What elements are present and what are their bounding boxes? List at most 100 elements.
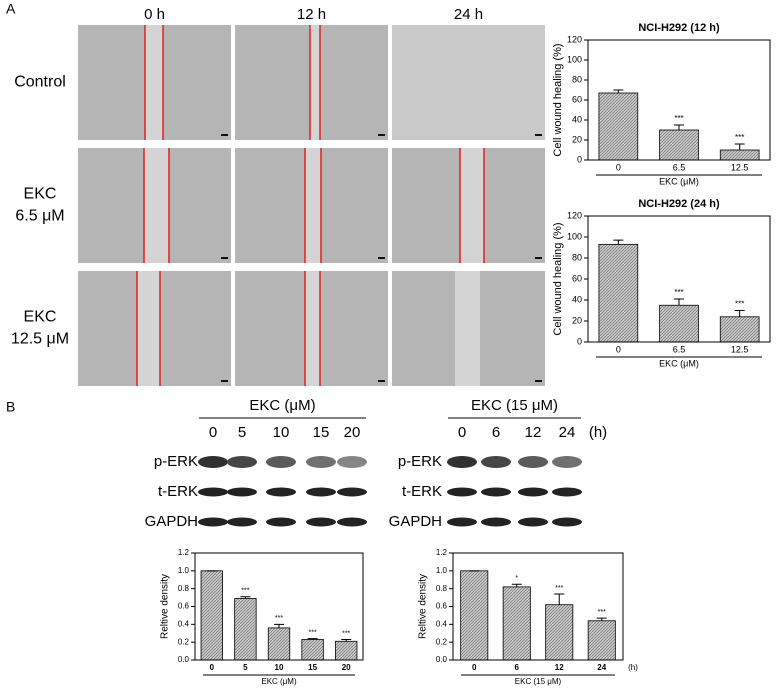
bar [460, 570, 489, 661]
x-tick-label: 6.5 [673, 162, 686, 172]
significance: *** [309, 629, 317, 636]
y-tick-label: 0.8 [436, 584, 448, 593]
y-axis-label: Cell wound healing (%) [552, 43, 564, 156]
row-label: 12.5 μM [11, 331, 69, 348]
y-tick-label: 80 [572, 74, 582, 84]
blot-band [198, 456, 228, 468]
x-tick-label: 0 [616, 162, 621, 172]
wound-gap [305, 271, 320, 386]
blot-band [227, 487, 257, 497]
scale-bar [378, 257, 385, 259]
bar [545, 604, 574, 661]
protein-label: GAPDH [145, 513, 198, 530]
lane-label: 20 [344, 424, 361, 441]
x-axis-label: EKC (15 μM) [515, 677, 562, 686]
y-tick-label: 20 [572, 134, 582, 144]
scale-bar [535, 257, 542, 259]
scale-bar [221, 134, 228, 136]
protein-label: GAPDH [389, 513, 442, 530]
significance: *** [598, 609, 606, 616]
x-tick-label: 0 [472, 663, 477, 672]
blot-band [552, 487, 582, 497]
lane-label: 24 [559, 424, 576, 441]
x-axis-label: EKC (μM) [659, 358, 699, 368]
significance: *** [674, 288, 683, 297]
wound-gap [455, 271, 480, 386]
blot-band [306, 517, 336, 527]
wound-gap [460, 148, 484, 263]
lane-label: 0 [458, 424, 466, 441]
x-tick-label: 12 [555, 663, 564, 672]
significance: *** [275, 615, 283, 622]
y-tick-label: 100 [567, 231, 582, 241]
y-tick-label: 0.6 [436, 602, 448, 611]
y-tick-label: 1.0 [178, 566, 190, 575]
lane-label: 5 [238, 424, 246, 441]
blot-band [518, 456, 548, 468]
blot-band [447, 487, 477, 497]
wound-gap [145, 25, 163, 140]
blot-band [227, 517, 257, 527]
bar [719, 149, 760, 161]
y-tick-label: 1.2 [436, 548, 448, 557]
bar [598, 92, 639, 161]
error-bar [307, 638, 318, 640]
wound-gap [144, 148, 169, 263]
lane-label: 12 [525, 424, 542, 441]
blot-band [198, 487, 228, 497]
blot-header: EKC (μM) [249, 397, 315, 414]
blot-band [266, 487, 296, 497]
blot-band [447, 517, 477, 527]
plot-frame [587, 215, 771, 343]
blot-band [266, 456, 296, 468]
blot-band [552, 456, 582, 468]
error-bar [734, 310, 745, 317]
plot-frame [452, 552, 624, 661]
blot-band [227, 456, 257, 468]
row-label: EKC [24, 186, 57, 203]
y-tick-label: 80 [572, 252, 582, 262]
blot-band [481, 487, 511, 497]
x-tick-label: 0 [210, 663, 215, 672]
error-bar [596, 617, 607, 621]
blot-header: EKC (15 μM) [471, 397, 558, 414]
row-label: 6.5 μM [15, 208, 64, 225]
error-bar [341, 638, 352, 642]
wound-gap [137, 271, 160, 386]
error-bar [240, 596, 251, 599]
scale-bar [535, 380, 542, 382]
x-tick-label: 12.5 [731, 344, 749, 354]
x-tick-label: 0 [616, 344, 621, 354]
lane-label: 6 [492, 424, 500, 441]
blot-band [518, 487, 548, 497]
x-tick-label: 15 [308, 663, 317, 672]
y-tick-label: 0.4 [178, 619, 190, 628]
significance: *** [674, 114, 683, 123]
x-tick-label: 5 [243, 663, 248, 672]
bar [719, 316, 760, 343]
scale-bar [378, 134, 385, 136]
row-label: Control [14, 74, 66, 91]
bar [200, 570, 223, 661]
error-bar [674, 298, 684, 306]
y-tick-label: 0.2 [178, 637, 190, 646]
chart-title: NCI-H292 (24 h) [638, 198, 720, 210]
y-axis-label: Cell wound healing (%) [552, 222, 564, 335]
significance: *** [735, 133, 744, 142]
plot-frame [587, 39, 771, 161]
significance: *** [555, 585, 563, 592]
panel-label: B [6, 399, 15, 415]
blot-band [481, 517, 511, 527]
blot-band [447, 456, 477, 468]
wound-gap [310, 25, 320, 140]
scale-bar [221, 257, 228, 259]
significance: * [515, 575, 518, 582]
scale-bar [535, 134, 542, 136]
scale-bar [378, 380, 385, 382]
lane-label: 15 [313, 424, 330, 441]
time-label: 12 h [297, 6, 326, 23]
panel-label: A [6, 1, 16, 17]
y-tick-label: 1.0 [436, 566, 448, 575]
error-bar [274, 623, 284, 628]
y-tick-label: 60 [572, 273, 582, 283]
